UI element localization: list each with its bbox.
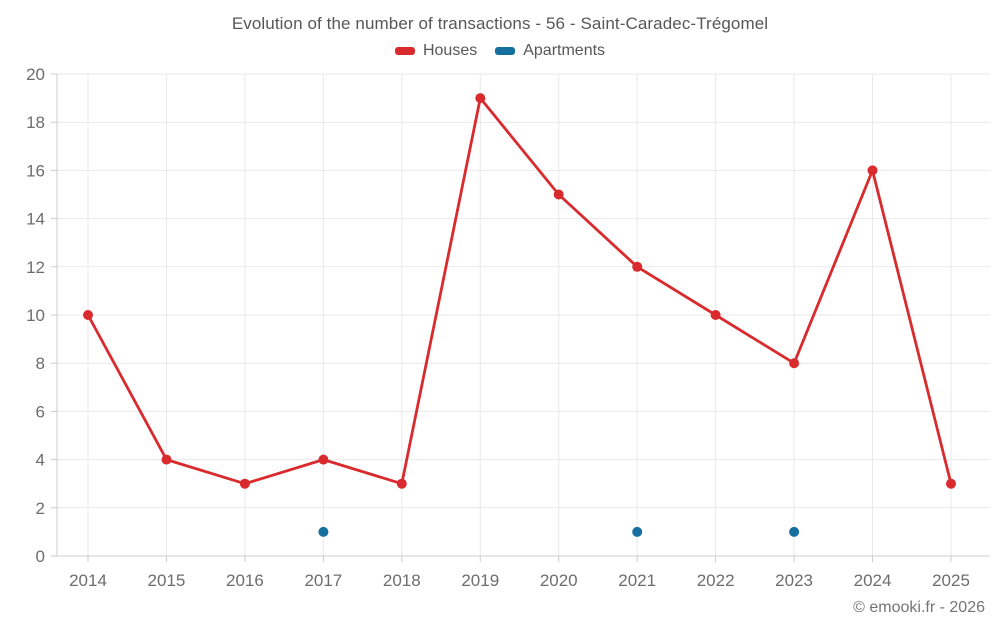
- y-tick-label: 2: [36, 499, 45, 518]
- x-tick-label: 2023: [775, 571, 813, 590]
- y-tick-label: 8: [36, 354, 45, 373]
- apartments-data-point[interactable]: [318, 526, 329, 537]
- x-tick-label: 2015: [148, 571, 186, 590]
- legend: Houses Apartments: [0, 42, 1000, 60]
- houses-data-point[interactable]: [318, 454, 329, 465]
- houses-data-point[interactable]: [710, 310, 721, 320]
- houses-data-point[interactable]: [789, 358, 800, 369]
- x-tick-label: 2016: [226, 571, 264, 590]
- chart-title: Evolution of the number of transactions …: [231, 14, 769, 33]
- y-tick-label: 14: [26, 210, 45, 229]
- x-tick-label: 2022: [697, 571, 735, 590]
- houses-data-point[interactable]: [239, 478, 250, 489]
- x-tick-label: 2025: [932, 571, 970, 590]
- y-tick-label: 12: [26, 258, 45, 277]
- legend-item-houses[interactable]: Houses: [394, 42, 478, 60]
- x-tick-label: 2018: [383, 571, 421, 590]
- houses-data-point[interactable]: [553, 189, 564, 200]
- apartments-swatch-icon: [495, 47, 516, 55]
- houses-data-point[interactable]: [161, 454, 172, 465]
- houses-data-point[interactable]: [396, 478, 407, 489]
- x-tick-label: 2021: [618, 571, 656, 590]
- houses-data-point[interactable]: [867, 165, 878, 176]
- houses-swatch-icon: [394, 47, 415, 55]
- x-tick-label: 2017: [304, 571, 342, 590]
- y-tick-label: 4: [36, 451, 45, 470]
- houses-data-point[interactable]: [475, 93, 486, 104]
- apartments-data-point[interactable]: [789, 526, 800, 537]
- apartments-data-point[interactable]: [632, 526, 643, 537]
- y-tick-label: 0: [36, 547, 45, 566]
- x-tick-label: 2020: [540, 571, 578, 590]
- y-tick-label: 20: [26, 65, 45, 84]
- y-tick-label: 6: [36, 402, 45, 421]
- x-tick-label: 2019: [461, 571, 499, 590]
- houses-data-point[interactable]: [632, 261, 643, 272]
- y-tick-label: 18: [26, 113, 45, 132]
- copyright-text: © emooki.fr - 2026: [853, 599, 985, 616]
- houses-series-line: [86, 96, 953, 486]
- legend-label-houses: Houses: [422, 42, 478, 59]
- y-tick-label: 10: [26, 306, 45, 325]
- legend-item-apartments[interactable]: Apartments: [495, 42, 605, 60]
- x-tick-label: 2014: [69, 571, 107, 590]
- y-tick-label: 16: [26, 161, 45, 180]
- houses-data-point[interactable]: [946, 478, 956, 489]
- x-tick-label: 2024: [854, 571, 892, 590]
- houses-data-point[interactable]: [83, 310, 93, 320]
- legend-label-apartments: Apartments: [523, 42, 606, 59]
